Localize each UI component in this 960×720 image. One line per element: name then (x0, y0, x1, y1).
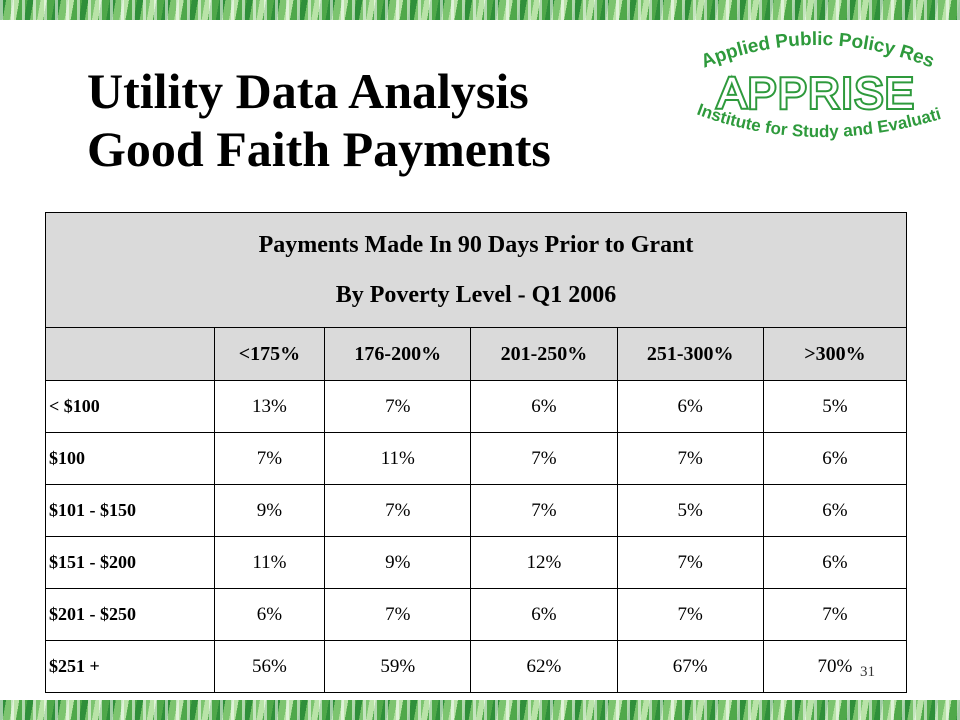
table-cell: 5% (616, 484, 764, 537)
row-label: $151 - $200 (45, 536, 215, 589)
table-cell: 11% (324, 432, 472, 485)
row-label: $251 + (45, 640, 215, 693)
table-cell: 7% (616, 588, 764, 641)
table-cell: 70% (762, 640, 908, 693)
table-cell: 7% (616, 432, 764, 485)
table-cell: 7% (470, 432, 618, 485)
table-cell: 5% (762, 380, 908, 433)
slide-title-line-2: Good Faith Payments (87, 121, 551, 177)
logo-name: APPRISE (717, 69, 915, 118)
table-row: $201 - $250 6% 7% 6% 7% 7% (45, 588, 908, 641)
table-row: $100 7% 11% 7% 7% 6% (45, 432, 908, 485)
column-header: <175% (213, 327, 326, 381)
table-cell: 7% (470, 484, 618, 537)
row-label: $201 - $250 (45, 588, 215, 641)
table-cell: 12% (470, 536, 618, 589)
apprise-logo: Applied Public Policy Research APPRISE A… (682, 22, 943, 141)
table-cell: 6% (616, 380, 764, 433)
column-header: >300% (762, 327, 908, 381)
column-header-empty (45, 327, 215, 381)
table-row: $251 + 56% 59% 62% 67% 70% (45, 640, 908, 693)
table-cell: 7% (762, 588, 908, 641)
table-cell: 7% (616, 536, 764, 589)
table-cell: 7% (324, 380, 472, 433)
slide-title-line-1: Utility Data Analysis (87, 63, 529, 119)
table-cell: 67% (616, 640, 764, 693)
payments-table: Payments Made In 90 Days Prior to Grant … (45, 212, 908, 693)
table-cell: 6% (762, 536, 908, 589)
table-cell: 7% (324, 588, 472, 641)
row-label: < $100 (45, 380, 215, 433)
table-cell: 9% (324, 536, 472, 589)
slide-title: Utility Data Analysis Good Faith Payment… (87, 62, 551, 178)
table-cell: 56% (213, 640, 326, 693)
table-header-line-2: By Poverty Level - Q1 2006 (335, 282, 617, 308)
table-cell: 6% (762, 484, 908, 537)
payments-table-container: Payments Made In 90 Days Prior to Grant … (45, 212, 908, 693)
table-row: $101 - $150 9% 7% 7% 5% 6% (45, 484, 908, 537)
table-header: Payments Made In 90 Days Prior to Grant … (45, 212, 907, 328)
table-cell: 13% (213, 380, 326, 433)
table-cell: 62% (470, 640, 618, 693)
table-cell: 6% (213, 588, 326, 641)
column-header-row: <175% 176-200% 201-250% 251-300% >300% (45, 327, 908, 381)
column-header: 176-200% (324, 327, 472, 381)
top-decorative-banner (0, 0, 960, 20)
row-label: $100 (45, 432, 215, 485)
table-row: < $100 13% 7% 6% 6% 5% (45, 380, 908, 433)
table-cell: 9% (213, 484, 326, 537)
table-cell: 6% (762, 432, 908, 485)
table-cell: 59% (324, 640, 472, 693)
logo-name-outline: APPRISE (717, 69, 915, 118)
bottom-decorative-banner (0, 700, 960, 720)
table-header-line-1: Payments Made In 90 Days Prior to Grant (258, 232, 694, 258)
column-header: 251-300% (616, 327, 764, 381)
page-number: 31 (860, 664, 875, 680)
row-label: $101 - $150 (45, 484, 215, 537)
table-cell: 11% (213, 536, 326, 589)
column-header: 201-250% (470, 327, 618, 381)
table-cell: 6% (470, 380, 618, 433)
logo-top-text: Applied Public Policy Research (682, 22, 937, 73)
table-row: $151 - $200 11% 9% 12% 7% 6% (45, 536, 908, 589)
table-cell: 7% (324, 484, 472, 537)
table-cell: 6% (470, 588, 618, 641)
table-cell: 7% (213, 432, 326, 485)
